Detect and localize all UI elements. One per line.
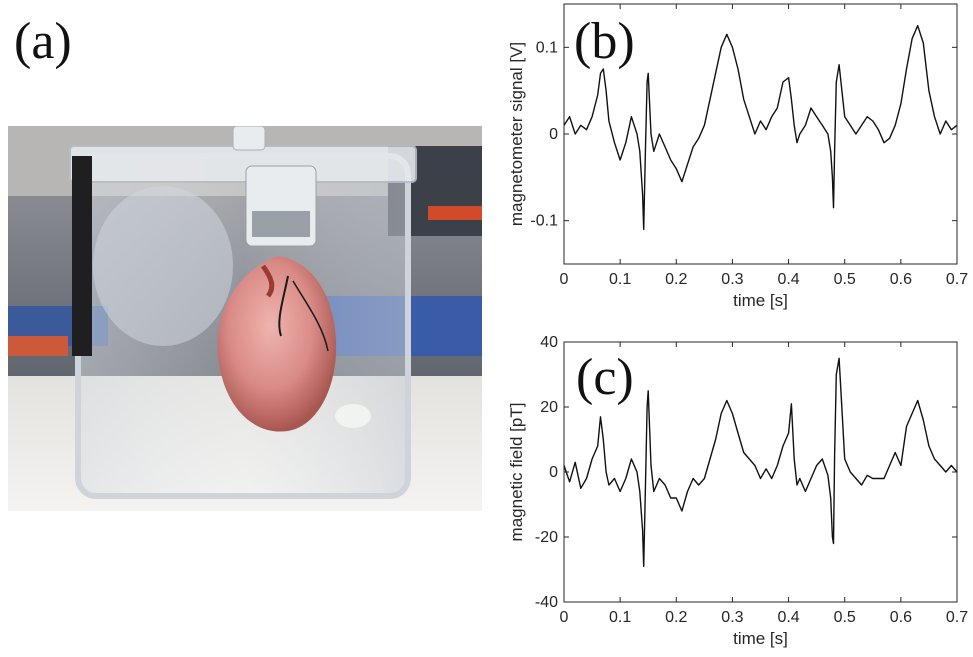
x-tick-label: 0.3 bbox=[721, 609, 743, 626]
x-axis-label: time [s] bbox=[733, 291, 788, 310]
x-tick-label: 0.7 bbox=[946, 271, 968, 288]
x-tick-label: 0.3 bbox=[721, 271, 743, 288]
x-tick-label: 0 bbox=[560, 609, 569, 626]
x-tick-label: 0.5 bbox=[834, 271, 856, 288]
panel-label-c: (c) bbox=[576, 349, 634, 406]
y-tick-label: 0 bbox=[549, 464, 558, 481]
signal-line bbox=[563, 357, 958, 568]
chart-b: 0 0.1 0.2 0.3 0.4 0.5 0.6 0.7 -0.1 0 0.1 time [s] ma… bbox=[507, 3, 968, 310]
x-tick-label: 0.1 bbox=[609, 271, 631, 288]
y-axis-label: magnetic field [pT] bbox=[507, 403, 526, 542]
x-tick-label: 0.2 bbox=[665, 271, 687, 288]
y-tick-label: 20 bbox=[540, 399, 558, 416]
chart-c: 0 0.1 0.2 0.3 0.4 0.5 0.6 0.7 -40 -20 0 20 40 time [s… bbox=[507, 334, 968, 648]
y-tick-label: 0 bbox=[549, 126, 558, 143]
x-tick-label: 0.6 bbox=[890, 271, 912, 288]
signal-line bbox=[563, 25, 958, 231]
plot-frame bbox=[563, 341, 958, 603]
y-tick-label: -0.1 bbox=[530, 213, 558, 230]
panel-label-a: (a) bbox=[14, 13, 72, 70]
x-tick-label: 0.4 bbox=[777, 609, 799, 626]
x-tick-label: 0.5 bbox=[834, 609, 856, 626]
y-axis-label: magnetometer signal [V] bbox=[507, 42, 526, 226]
y-tick-label: -20 bbox=[535, 529, 558, 546]
y-tick-label: -40 bbox=[535, 594, 558, 611]
x-axis-label: time [s] bbox=[733, 629, 788, 648]
panel-label-b: (b) bbox=[574, 13, 635, 70]
x-tick-label: 0.7 bbox=[946, 609, 968, 626]
x-tick-label: 0.6 bbox=[890, 609, 912, 626]
x-tick-label: 0 bbox=[560, 271, 569, 288]
y-tick-label: 40 bbox=[540, 334, 558, 351]
y-tick-label: 0.1 bbox=[536, 39, 558, 56]
heart-chamber-photo bbox=[8, 126, 482, 511]
x-tick-label: 0.4 bbox=[777, 271, 799, 288]
x-tick-label: 0.2 bbox=[665, 609, 687, 626]
plot-frame bbox=[563, 3, 958, 265]
x-tick-label: 0.1 bbox=[609, 609, 631, 626]
